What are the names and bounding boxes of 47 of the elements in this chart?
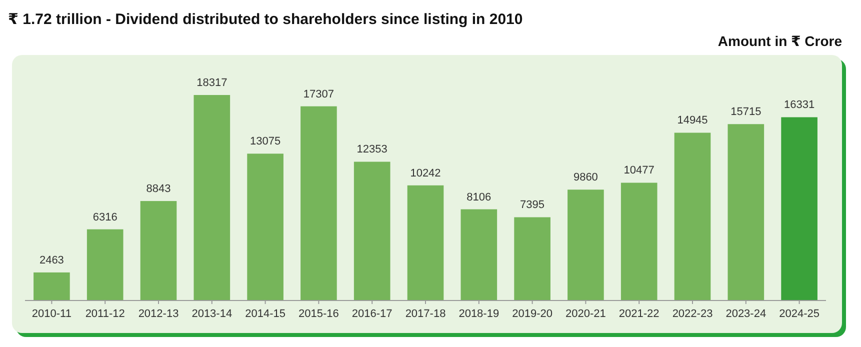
x-tick-label: 2014-15	[245, 308, 286, 320]
x-tick-label: 2024-25	[779, 308, 820, 320]
data-label: 14945	[677, 114, 708, 127]
data-label: 12353	[356, 144, 388, 156]
data-label: 8106	[466, 191, 492, 204]
x-tick-label: 2017-18	[405, 308, 446, 320]
data-label: 2463	[39, 254, 64, 266]
data-label: 16331	[784, 99, 815, 112]
data-label: 10242	[410, 167, 441, 180]
x-tick-label: 2022-23	[672, 308, 713, 320]
bar	[354, 162, 390, 300]
x-tick-label: 2019-20	[512, 308, 552, 320]
x-tick-label: 2020-21	[566, 308, 606, 320]
chart-subtitle: Amount in ₹ Crore	[718, 33, 842, 49]
x-tick-label: 2013-14	[192, 308, 232, 320]
data-label: 18317	[196, 77, 228, 89]
bar	[781, 117, 818, 300]
bar	[514, 217, 550, 300]
x-tick-label: 2010-11	[32, 308, 72, 320]
data-label: 17307	[303, 88, 334, 100]
x-tick-label: 2018-19	[458, 308, 500, 320]
bar	[86, 229, 124, 300]
bar	[620, 182, 658, 300]
x-tick-label: 2015-16	[298, 308, 339, 320]
chart-title: ₹ 1.72 trillion - Dividend distributed to shareholders since listing in 2010	[8, 11, 523, 28]
bar	[34, 272, 70, 300]
bar	[247, 154, 284, 300]
data-label: 15715	[730, 106, 762, 118]
x-tick-label: 2012-13	[138, 308, 179, 320]
data-label: 6316	[92, 211, 118, 224]
x-tick-label: 2023-24	[726, 308, 766, 320]
bar	[728, 124, 764, 300]
x-tick-label: 2021-22	[618, 308, 660, 320]
data-label: 9860	[573, 172, 598, 184]
bar	[568, 190, 604, 300]
x-tick-label: 2016-17	[352, 308, 392, 320]
data-label: 13075	[250, 136, 281, 148]
data-label: 7395	[520, 199, 545, 212]
data-label: 8843	[146, 183, 171, 196]
bar	[674, 132, 711, 300]
bar	[140, 201, 177, 300]
bar	[460, 209, 498, 300]
data-label: 10477	[624, 164, 654, 177]
x-tick-label: 2011-12	[85, 308, 125, 320]
bar	[194, 95, 230, 300]
bar	[300, 106, 337, 300]
bar	[407, 185, 444, 300]
